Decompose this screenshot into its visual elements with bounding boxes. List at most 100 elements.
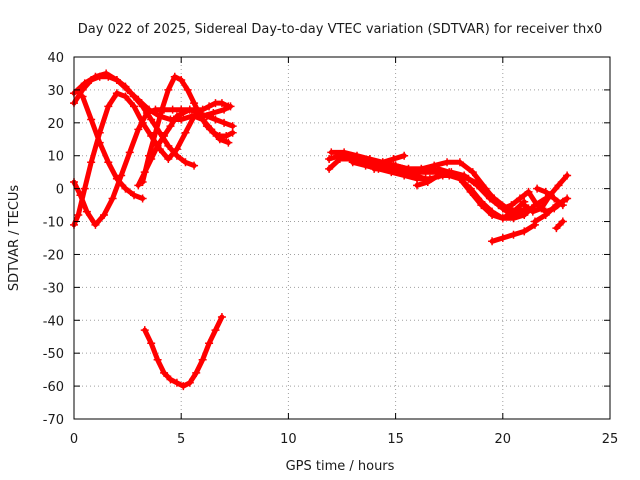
data-point — [142, 108, 151, 117]
data-point — [147, 115, 156, 124]
data-point — [528, 207, 537, 216]
data-point — [164, 85, 173, 94]
x-tick-label: 20 — [495, 432, 512, 447]
data-point — [558, 217, 567, 226]
data-point — [164, 155, 173, 164]
data-point — [181, 128, 190, 137]
data-point — [533, 184, 542, 193]
y-tick-label: 30 — [47, 84, 64, 99]
data-point — [205, 339, 214, 348]
data-point — [550, 194, 559, 203]
data-point — [466, 187, 475, 196]
data-point — [198, 105, 207, 114]
data-point — [78, 92, 87, 101]
data-point — [160, 131, 169, 140]
y-tick-label: -40 — [43, 314, 64, 329]
data-point — [222, 131, 231, 140]
series-line — [80, 94, 146, 201]
data-point — [224, 138, 233, 147]
data-point — [211, 115, 220, 124]
y-tick-label: -60 — [43, 380, 64, 395]
data-point — [179, 108, 188, 117]
data-point — [378, 158, 387, 167]
y-tick-label: 0 — [56, 183, 64, 198]
data-point — [524, 187, 533, 196]
x-tick-label: 5 — [177, 432, 185, 447]
data-point — [473, 181, 482, 190]
data-point — [112, 174, 121, 183]
data-point — [192, 368, 201, 377]
data-point — [353, 151, 362, 160]
series-arc-g — [134, 99, 233, 190]
data-point — [147, 155, 156, 164]
data-point — [468, 168, 477, 177]
x-axis-title: GPS time / hours — [286, 459, 395, 474]
y-tick-label: -70 — [43, 413, 64, 428]
data-point — [488, 237, 497, 246]
data-point — [541, 187, 550, 196]
data-point — [325, 164, 334, 173]
data-point — [166, 375, 175, 384]
data-point — [198, 355, 207, 364]
data-point — [130, 102, 139, 111]
data-point — [498, 234, 507, 242]
data-point — [172, 112, 181, 121]
data-point — [340, 148, 349, 157]
data-point — [164, 141, 173, 150]
data-point — [196, 112, 205, 121]
y-tick-label: -10 — [43, 216, 64, 231]
data-point — [228, 128, 237, 137]
data-point — [520, 210, 529, 219]
data-point — [477, 201, 486, 210]
data-point — [121, 92, 130, 101]
data-point — [348, 158, 357, 167]
data-point — [434, 164, 443, 173]
data-point — [157, 105, 166, 114]
data-point — [117, 171, 126, 180]
data-point — [168, 105, 177, 114]
x-tick-label: 0 — [70, 432, 78, 447]
data-point — [400, 151, 409, 160]
data-point — [515, 194, 524, 203]
data-point — [455, 158, 464, 167]
data-point — [209, 128, 218, 137]
data-point — [365, 155, 374, 164]
data-point — [558, 201, 567, 210]
data-point — [430, 161, 439, 170]
data-point — [134, 125, 143, 134]
data-point — [417, 164, 426, 173]
data-point — [563, 194, 572, 203]
data-point — [172, 145, 181, 154]
data-point — [541, 210, 550, 219]
data-point — [177, 115, 186, 124]
series-arc-s — [520, 171, 572, 216]
data-point — [498, 204, 507, 213]
data-point — [87, 158, 96, 167]
data-point — [537, 204, 546, 213]
x-tick-label: 15 — [387, 432, 404, 447]
series-arc-u — [533, 184, 567, 210]
series-line — [553, 219, 566, 231]
series-arc-f — [138, 72, 237, 187]
series-arc-e — [78, 92, 147, 203]
series-arc-p — [434, 164, 529, 223]
series-arc-q — [488, 220, 539, 246]
series-line — [521, 173, 570, 215]
data-point — [185, 378, 194, 387]
y-tick-label: 40 — [47, 51, 64, 66]
data-point — [82, 207, 91, 216]
data-point — [211, 326, 220, 335]
data-point — [138, 118, 147, 127]
data-point — [140, 326, 149, 335]
y-tick-label: -30 — [43, 281, 64, 296]
data-point — [91, 72, 100, 81]
data-point — [520, 227, 529, 236]
data-point — [389, 155, 398, 164]
data-point — [370, 164, 379, 173]
data-point — [104, 102, 113, 111]
data-point — [391, 161, 400, 170]
data-point — [170, 72, 179, 81]
data-point — [87, 115, 96, 124]
plot-frame — [73, 56, 611, 420]
